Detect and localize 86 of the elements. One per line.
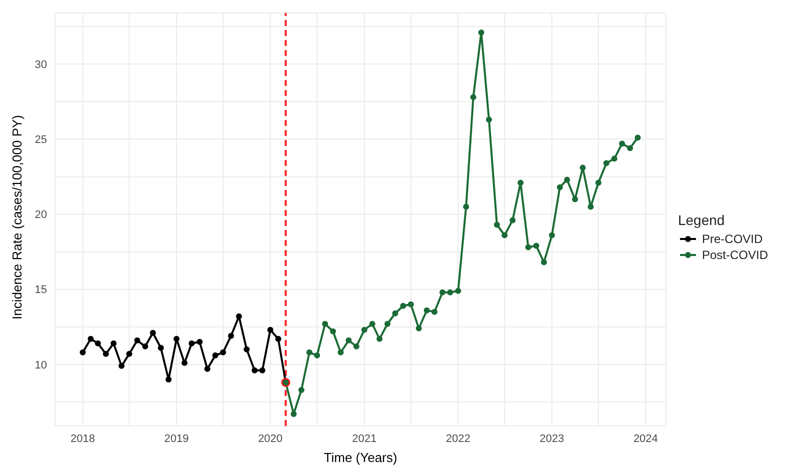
y-tick-label: 15: [34, 284, 47, 296]
x-tick-label: 2020: [258, 432, 283, 445]
point: [338, 349, 344, 356]
point: [346, 337, 352, 344]
point: [470, 94, 476, 100]
point: [158, 344, 164, 351]
x-tick-label: 2022: [446, 432, 470, 445]
point: [181, 360, 188, 366]
point: [580, 164, 586, 171]
x-tick-label: 2023: [540, 432, 564, 445]
point: [94, 340, 101, 346]
point: [572, 196, 578, 202]
point: [439, 289, 446, 296]
point: [376, 336, 383, 342]
point: [88, 336, 94, 342]
point: [110, 340, 117, 346]
point: [102, 350, 109, 357]
point: [174, 336, 180, 342]
x-tick-label: 2018: [70, 432, 95, 445]
point: [236, 313, 242, 320]
point: [126, 350, 132, 357]
point: [634, 134, 641, 141]
y-axis-title: Incidence Rate (cases/100,000 PY): [10, 114, 25, 320]
point: [486, 116, 492, 123]
y-tick-label: 20: [34, 209, 47, 222]
point: [447, 289, 454, 296]
point: [603, 160, 610, 166]
x-tick-label: 2019: [164, 432, 189, 445]
point: [540, 259, 547, 266]
x-tick-label: 2024: [633, 432, 658, 445]
point: [619, 140, 626, 147]
point: [275, 336, 282, 342]
point: [353, 343, 360, 350]
point: [392, 310, 398, 316]
point: [259, 367, 266, 374]
y-tick-label: 30: [34, 58, 47, 71]
legend-label: Pre-COVID: [702, 232, 763, 246]
point: [80, 349, 86, 356]
point: [134, 337, 140, 344]
point: [322, 320, 328, 327]
point: [416, 325, 422, 332]
point: [150, 330, 156, 336]
x-axis-title: Time (Years): [324, 450, 398, 465]
point: [494, 222, 500, 228]
point: [252, 367, 258, 374]
point: [408, 301, 414, 308]
point: [611, 156, 618, 162]
point: [330, 328, 336, 334]
point: [548, 232, 555, 238]
point: [478, 30, 484, 36]
point: [525, 244, 532, 250]
point: [533, 242, 540, 249]
legend-title: Legend: [678, 212, 726, 228]
point: [384, 320, 390, 327]
point: [564, 176, 570, 183]
point: [463, 204, 470, 210]
y-tick-label: 10: [34, 359, 47, 372]
point: [267, 326, 274, 333]
point: [588, 204, 594, 210]
point: [188, 340, 195, 346]
point: [424, 307, 430, 314]
legend-label: Post-COVID: [702, 248, 768, 262]
point: [510, 217, 516, 224]
point: [400, 302, 406, 309]
point: [228, 332, 234, 339]
point: [142, 343, 148, 350]
point: [595, 180, 602, 186]
point: [627, 145, 634, 152]
point: [220, 349, 226, 356]
point: [306, 349, 312, 356]
point: [244, 346, 250, 352]
point: [502, 232, 508, 238]
point: [455, 288, 462, 294]
x-tick-label: 2021: [352, 432, 377, 445]
point: [298, 386, 304, 393]
point: [314, 352, 320, 358]
point: [212, 352, 218, 358]
point: [556, 184, 563, 190]
point: [431, 308, 438, 315]
point: [196, 338, 203, 345]
point: [118, 362, 125, 369]
point: [369, 320, 376, 327]
point: [518, 180, 524, 186]
y-tick-label: 25: [34, 134, 47, 146]
point: [361, 326, 368, 333]
point: [204, 366, 210, 372]
